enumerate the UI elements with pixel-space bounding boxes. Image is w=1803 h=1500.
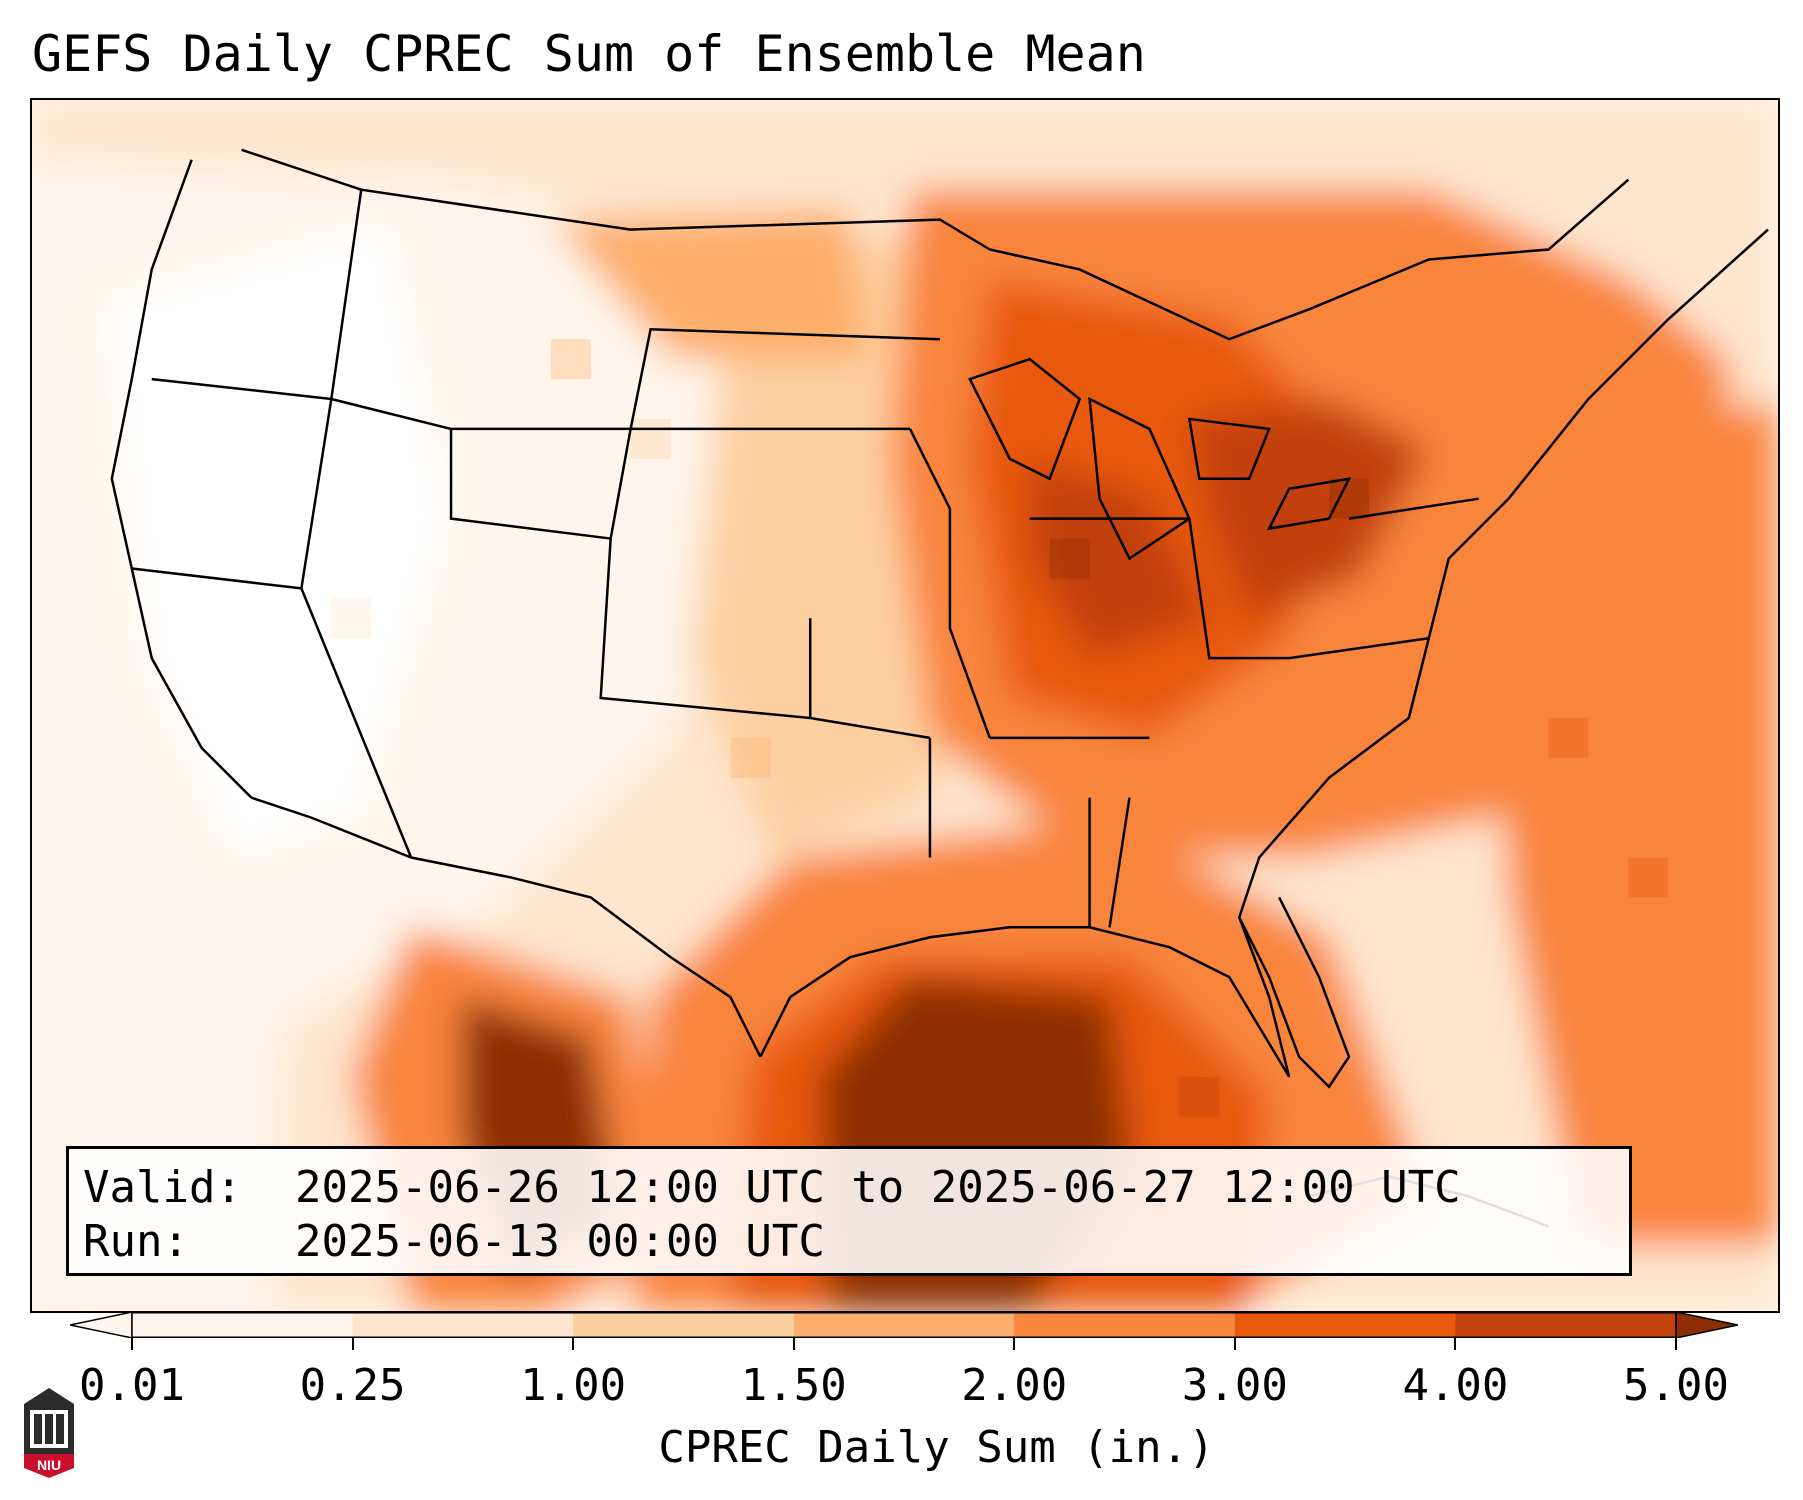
- florida: [1238, 896, 1351, 1089]
- colorbar-extend-high: [1675, 1312, 1738, 1338]
- colorbar-tick-label: 0.25: [299, 1360, 406, 1411]
- colorbar-tick-mark: [572, 1338, 575, 1350]
- colorbar-segment: [793, 1312, 1015, 1338]
- valid-label: Valid:: [83, 1162, 242, 1213]
- colorbar: [70, 1312, 1738, 1338]
- grid-cell-texture: [331, 339, 1669, 1117]
- colorbar-segment: [132, 1312, 354, 1338]
- us-canada-border: [241, 148, 1630, 341]
- colorbar-segment: [352, 1312, 574, 1338]
- precipitation-map: [30, 98, 1780, 1313]
- colorbar-tick-mark: [1454, 1338, 1457, 1350]
- colorbar-tick-mark: [792, 1338, 795, 1350]
- gulf-coast: [759, 228, 1769, 1078]
- colorbar-segments: [70, 1312, 1738, 1338]
- us-mexico-border: [251, 796, 762, 1058]
- colorbar-segment: [1234, 1312, 1456, 1338]
- colorbar-tick-label: 1.00: [520, 1360, 627, 1411]
- colorbar-segment: [573, 1312, 795, 1338]
- colorbar-tick-label: 1.50: [740, 1360, 847, 1411]
- colorbar-extend-low: [70, 1312, 133, 1338]
- precip-shading: [32, 100, 1778, 1311]
- colorbar-tick-label: 3.00: [1181, 1360, 1288, 1411]
- colorbar-tick-label: 2.00: [961, 1360, 1068, 1411]
- colorbar-tick-mark: [351, 1338, 354, 1350]
- map-title: GEFS Daily CPREC Sum of Ensemble Mean: [32, 25, 1146, 83]
- colorbar-frame: [131, 1312, 1677, 1338]
- valid-value: 2025-06-26 12:00 UTC to 2025-06-27 12:00…: [295, 1162, 1461, 1213]
- colorbar-segment: [1455, 1312, 1677, 1338]
- colorbar-tick-label: 0.01: [79, 1360, 185, 1411]
- colorbar-tick-label: 5.00: [1623, 1360, 1729, 1411]
- colorbar-tick-label: 4.00: [1402, 1360, 1509, 1411]
- colorbar-tick-mark: [1675, 1338, 1677, 1350]
- great-lakes: [968, 357, 1352, 561]
- colorbar-label: CPREC Daily Sum (in.): [658, 1422, 1215, 1473]
- west-coast: [110, 159, 253, 799]
- colorbar-tick-mark: [1013, 1338, 1016, 1350]
- precip-field-svg: [32, 100, 1778, 1311]
- valid-run-box: Valid: 2025-06-26 12:00 UTC to 2025-06-27…: [66, 1146, 1632, 1276]
- valid-row: Valid: 2025-06-26 12:00 UTC to 2025-06-27…: [83, 1161, 1615, 1215]
- run-label: Run:: [83, 1216, 189, 1267]
- run-row: Run: 2025-06-13 00:00 UTC: [83, 1215, 1615, 1269]
- colorbar-tick-mark: [1233, 1338, 1236, 1350]
- niu-logo: NIU: [24, 1388, 74, 1478]
- run-value: 2025-06-13 00:00 UTC: [295, 1216, 825, 1267]
- political-boundaries: [110, 148, 1769, 1228]
- logo-text: NIU: [37, 1457, 61, 1473]
- colorbar-segment: [1014, 1312, 1236, 1338]
- colorbar-tick-mark: [131, 1338, 133, 1350]
